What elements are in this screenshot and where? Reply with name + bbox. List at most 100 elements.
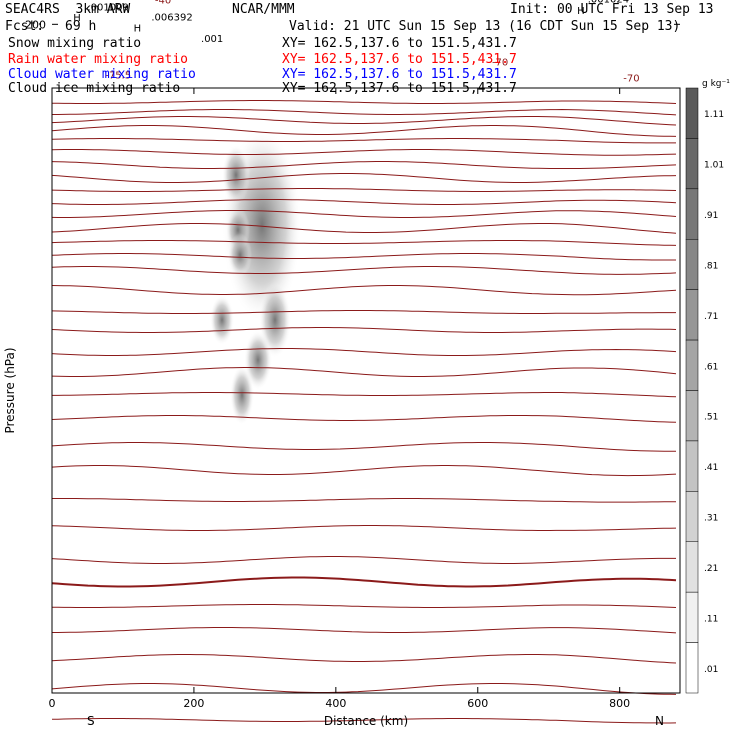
colorbar-cell <box>685 87 699 139</box>
field-xy-rain: XY= 162.5,137.6 to 151.5,431.7 <box>282 52 517 67</box>
x-end-label-right: N <box>655 714 664 728</box>
x-tick-label: 0 <box>49 697 56 710</box>
x-tick-label: 400 <box>325 697 346 710</box>
field-xy-snow: XY= 162.5,137.6 to 151.5,431.7 <box>282 36 517 51</box>
y-tick-label: 200 <box>25 18 46 31</box>
field-name-rain: Rain water mixing ratio <box>8 52 189 67</box>
fcst-value: 69 h <box>65 19 97 34</box>
colorbar-cell <box>685 642 699 694</box>
snow-core-tail <box>210 295 234 345</box>
colorbar-cell <box>685 491 699 543</box>
isotherm-label-bg <box>152 0 175 7</box>
isotherm-line <box>52 627 677 634</box>
isotherm-line <box>51 654 677 664</box>
colorbar-cell <box>685 541 699 593</box>
colorbar-tick-label: .91 <box>704 211 718 221</box>
colorbar-tick-label: .11 <box>704 614 718 624</box>
field-name-cloud-ice: Cloud ice mixing ratio <box>8 81 181 96</box>
isotherm-label: -70 <box>492 58 508 69</box>
colorbar-tick-label: .01 <box>704 665 718 675</box>
isotherm-line <box>51 604 677 608</box>
extremum-label: .001 <box>201 34 223 45</box>
colorbar-tick-label: .31 <box>704 514 718 524</box>
plot-frame <box>51 87 681 694</box>
isotherm-label-bg <box>489 57 512 69</box>
isotherm-line <box>51 285 677 296</box>
colorbar: 1.11 1.01 .91 .81 .71 .61 .51 .41 .31 .21 .11 .01 g … <box>685 79 730 694</box>
colorbar-cell <box>685 591 699 643</box>
isotherm-line <box>51 188 677 192</box>
isotherm-line <box>51 367 677 377</box>
contour-labels-layer: -75.5-70-70-40-40-30-30-30-30-20-20-20-2… <box>73 0 644 85</box>
isotherm-layer <box>51 100 677 724</box>
isotherm-line <box>51 266 677 275</box>
isotherm-line <box>51 240 677 246</box>
colorbar-tick-label: .21 <box>704 564 718 574</box>
colorbar-cell <box>685 390 699 442</box>
extremum-label: H <box>577 6 585 17</box>
x-tick-label: 200 <box>183 697 204 710</box>
isotherm-label: -40 <box>478 0 494 3</box>
field-xy-cloud-ice: XY= 162.5,137.6 to 151.5,431.7 <box>282 81 517 96</box>
isotherm-line <box>51 348 677 356</box>
isotherm-line <box>51 415 677 423</box>
isotherm-label: -40 <box>155 0 171 6</box>
isotherm-line <box>51 199 677 205</box>
colorbar-cell <box>685 239 699 290</box>
isotherm-line <box>51 253 676 261</box>
colorbar-cell <box>685 440 699 492</box>
isotherm-line <box>51 116 677 126</box>
x-axis-label: Distance (km) <box>324 714 408 728</box>
isotherm-line <box>51 442 676 452</box>
isotherm-line <box>51 465 677 477</box>
extremum-label: H <box>134 23 142 34</box>
isotherm-line <box>51 525 677 531</box>
isotherm-line <box>51 310 676 314</box>
isotherm-line <box>51 210 677 218</box>
fcst-label: Fcst: <box>5 19 45 34</box>
isotherm-line <box>51 718 677 724</box>
x-end-label-left: S <box>87 714 95 728</box>
model-name: SEAC4RS 3km ARW <box>5 2 131 17</box>
isotherm-line <box>51 223 677 234</box>
colorbar-cell <box>685 289 699 341</box>
isotherm-line <box>51 327 677 333</box>
isotherm-line <box>52 392 677 398</box>
y-axis-label: Pressure (hPa) <box>3 347 17 433</box>
isotherm-label: -70 <box>623 74 639 85</box>
colorbar-cell <box>685 188 699 240</box>
field-name-snow: Snow mixing ratio <box>8 36 142 51</box>
isotherm-line <box>51 683 677 695</box>
init-time: Init: 00 UTC Fri 13 Sep 13 <box>510 2 714 17</box>
isotherm-line <box>51 556 676 564</box>
snow-core-lower <box>244 330 272 390</box>
colorbar-tick-label: 1.11 <box>704 110 724 120</box>
field-name-cloud-water: Cloud water mixing ratio <box>8 67 196 82</box>
isotherm-line <box>51 138 676 144</box>
isotherm-line <box>51 161 677 169</box>
colorbar-cell <box>685 138 699 190</box>
colorbar-tick-label: .71 <box>704 312 718 322</box>
colorbar-tick-label: 1.01 <box>704 161 724 171</box>
extremum-label: .001009 <box>87 2 128 13</box>
x-tick-label: 800 <box>609 697 630 710</box>
valid-time: Valid: 21 UTC Sun 15 Sep 13 (16 CDT Sun … <box>289 19 681 34</box>
snow-patch-mid <box>228 233 252 277</box>
colorbar-tick-label: .41 <box>704 463 718 473</box>
isotherm-label: -75.5 <box>105 70 131 81</box>
extremum-label: H <box>73 13 81 24</box>
colorbar-unit: g kg⁻¹ <box>702 79 730 89</box>
isotherm-line <box>52 108 677 116</box>
isotherm-label-bg <box>475 0 498 4</box>
isotherm-label-bg <box>621 73 644 85</box>
colorbar-tick-label: .81 <box>704 261 718 271</box>
extremum-label: .006392 <box>151 12 192 23</box>
colorbar-cell <box>685 339 699 391</box>
isotherm-line <box>51 100 677 104</box>
colorbar-tick-label: .51 <box>704 413 718 423</box>
snow-patch-low <box>230 365 254 425</box>
org-name: NCAR/MMM <box>232 2 295 17</box>
isotherm-line <box>51 125 677 137</box>
isotherm-line <box>51 149 677 156</box>
